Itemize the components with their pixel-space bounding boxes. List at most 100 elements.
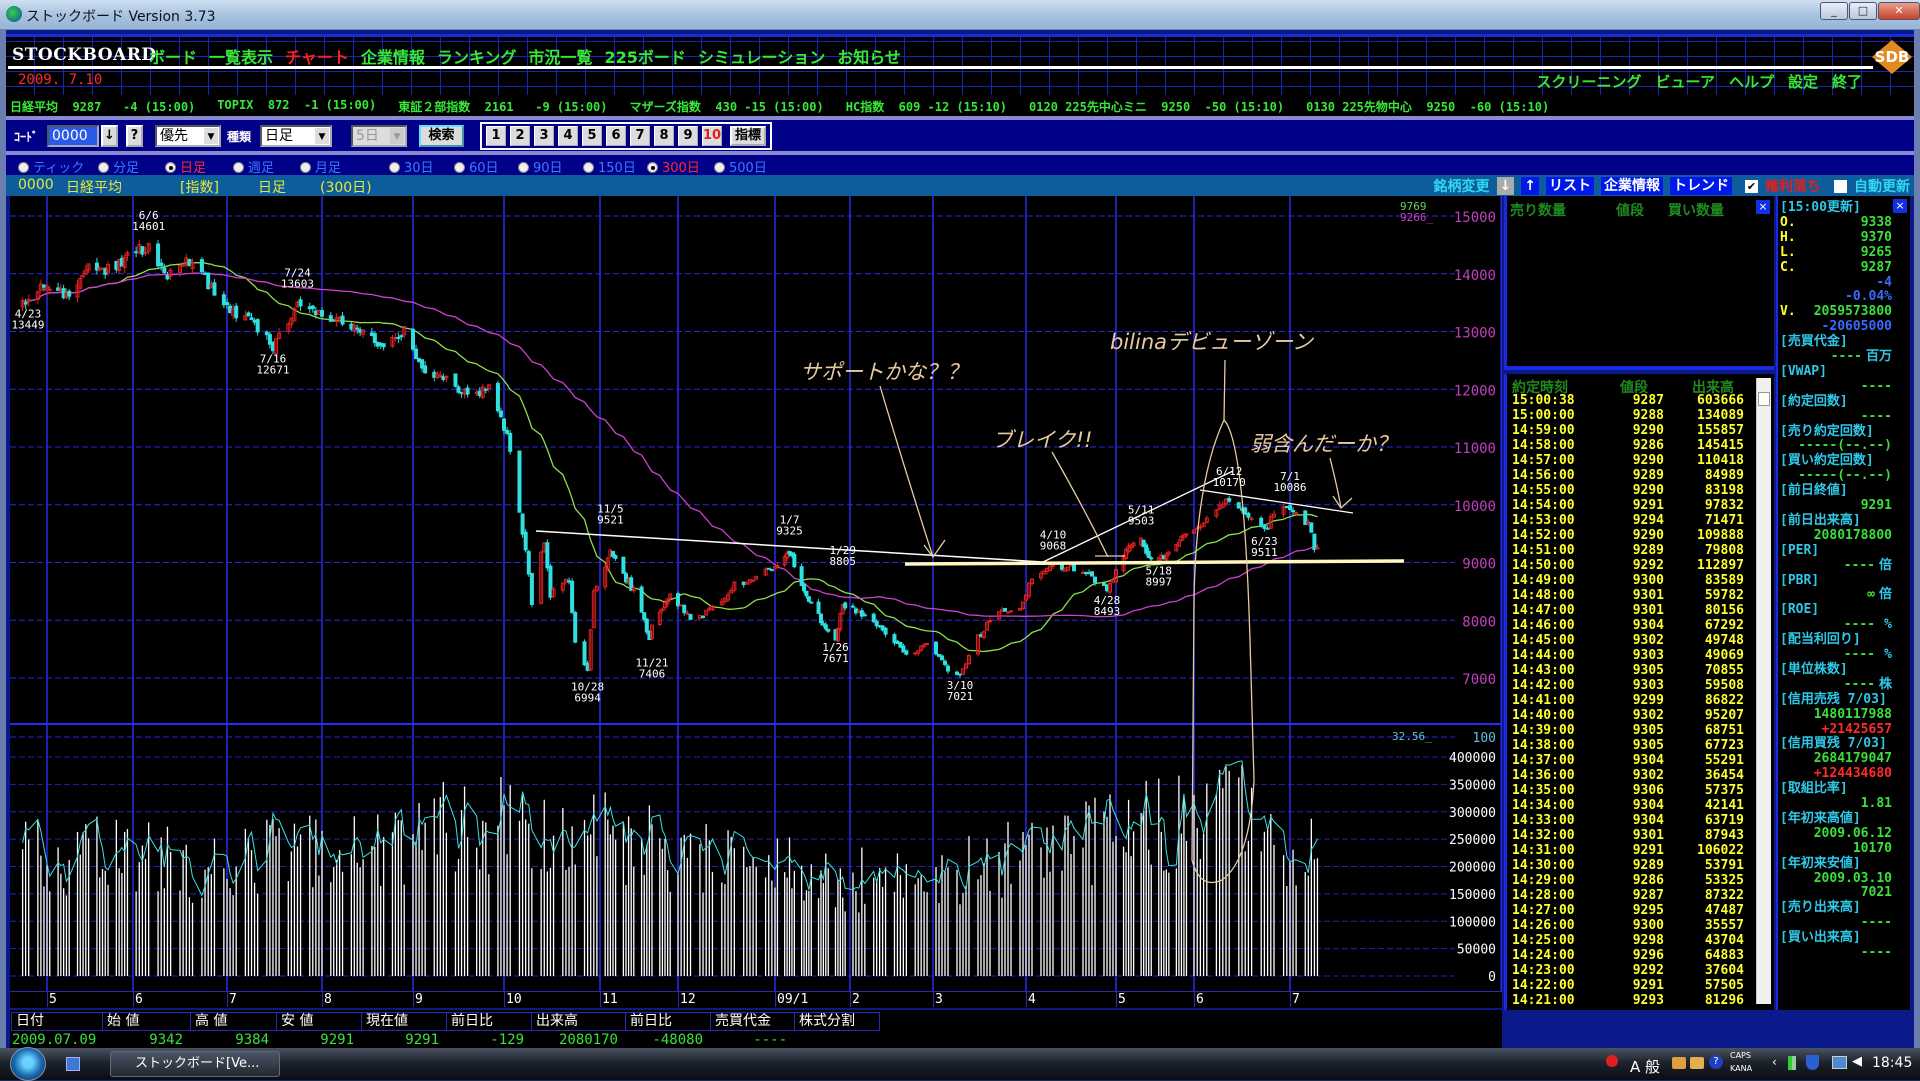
candle-body bbox=[679, 604, 684, 607]
network-icon[interactable] bbox=[1832, 1056, 1847, 1069]
taskbar-item-stockboard[interactable]: ストックボード[Ve... bbox=[110, 1051, 280, 1077]
candle-body bbox=[81, 275, 86, 278]
chart-slot-button-6[interactable]: 6 bbox=[606, 126, 626, 146]
radio-timeframe-1[interactable]: 分足 bbox=[98, 157, 139, 176]
show-desktop-icon[interactable] bbox=[66, 1057, 80, 1071]
trend-button[interactable]: トレンド bbox=[1670, 177, 1732, 195]
chart-slot-button-8[interactable]: 8 bbox=[654, 126, 674, 146]
kind-select[interactable]: 日足 ▼ bbox=[260, 125, 332, 147]
symbol-down-button[interactable]: ↓ bbox=[1496, 177, 1515, 195]
help-icon[interactable]: ? bbox=[1709, 1055, 1723, 1069]
menu-item-8[interactable]: お知らせ bbox=[837, 48, 901, 67]
list-button[interactable]: リスト bbox=[1546, 177, 1594, 195]
right-menu-item-2[interactable]: ヘルプ bbox=[1728, 73, 1774, 91]
date-tick-label: 5 bbox=[49, 992, 57, 1007]
code-input[interactable]: 0000 bbox=[47, 125, 99, 147]
radio-timeframe-2[interactable]: 日足 bbox=[165, 157, 206, 176]
ime-indicator[interactable]: A 般 bbox=[1630, 1058, 1661, 1076]
candle-body bbox=[1291, 509, 1296, 513]
moving-average-25 bbox=[22, 262, 1318, 653]
menu-item-7[interactable]: シミュレーション bbox=[697, 48, 826, 67]
ticker-item[interactable]: 0130 225先物中心 9250 -60 (15:10) bbox=[1306, 100, 1550, 114]
radio-timeframe-3[interactable]: 週足 bbox=[233, 157, 274, 176]
candle-body bbox=[310, 305, 315, 310]
ticker-item[interactable]: 東証２部指数 2161 -9 (15:00) bbox=[398, 100, 608, 114]
menu-item-0[interactable]: ボード bbox=[149, 48, 198, 67]
start-button[interactable] bbox=[10, 1047, 46, 1081]
info-value: 2009.06.12 bbox=[1813, 825, 1892, 841]
days-select[interactable]: 5日 ▼ bbox=[351, 125, 407, 147]
candle-body bbox=[1060, 564, 1064, 570]
menu-item-4[interactable]: ランキング bbox=[436, 48, 517, 67]
radio-icon bbox=[18, 162, 29, 173]
menu-item-5[interactable]: 市況一覧 bbox=[528, 48, 593, 67]
security-shield-icon[interactable] bbox=[1806, 1055, 1819, 1070]
candle-body bbox=[1265, 527, 1270, 530]
close-info-icon[interactable]: × bbox=[1893, 199, 1907, 213]
chart-slot-button-3[interactable]: 3 bbox=[534, 126, 554, 146]
maximize-button[interactable]: □ bbox=[1849, 2, 1877, 20]
right-menu-item-3[interactable]: 設定 bbox=[1787, 73, 1818, 91]
menu-item-6[interactable]: 225ボード bbox=[604, 48, 686, 67]
code-down-button[interactable]: ↓ bbox=[101, 125, 118, 147]
radio-period-3[interactable]: 150日 bbox=[583, 157, 636, 176]
ime-tools-icon[interactable] bbox=[1690, 1057, 1704, 1069]
radio-period-2[interactable]: 90日 bbox=[518, 157, 563, 176]
radio-timeframe-0[interactable]: ティック bbox=[18, 157, 84, 176]
ticker-item[interactable]: TOPIX 872 -1 (15:00) bbox=[217, 98, 377, 112]
right-menu-item-1[interactable]: ビューア bbox=[1655, 73, 1715, 91]
chart-slot-button-4[interactable]: 4 bbox=[558, 126, 578, 146]
trade-time: 14:29:00 bbox=[1512, 873, 1575, 888]
clock[interactable]: 18:45 bbox=[1872, 1055, 1913, 1071]
ticker-item[interactable]: マザーズ指数 430 -15 (15:00) bbox=[629, 100, 824, 114]
candle-body bbox=[1309, 522, 1314, 533]
candle-body bbox=[1306, 521, 1311, 524]
candle-body bbox=[1303, 510, 1308, 525]
radio-period-4[interactable]: 300日 bbox=[647, 157, 700, 176]
ex-rights-checkbox[interactable]: ✔ bbox=[1745, 179, 1758, 193]
radio-timeframe-4[interactable]: 月足 bbox=[300, 157, 341, 176]
radio-period-0[interactable]: 30日 bbox=[389, 157, 434, 176]
radio-label: 週足 bbox=[248, 161, 275, 176]
radio-period-5[interactable]: 500日 bbox=[714, 157, 767, 176]
menu-item-3[interactable]: 企業情報 bbox=[360, 48, 425, 67]
ticker-item[interactable]: HC指数 609 -12 (15:10) bbox=[845, 100, 1008, 114]
right-menu-item-4[interactable]: 終了 bbox=[1831, 73, 1862, 91]
candle-body bbox=[769, 569, 774, 572]
trade-list-scrollbar[interactable] bbox=[1756, 378, 1771, 1004]
menu-item-1[interactable]: 一覧表示 bbox=[209, 48, 274, 67]
ime-toolbox-icon[interactable] bbox=[1672, 1057, 1686, 1069]
chart-slot-button-7[interactable]: 7 bbox=[630, 126, 650, 146]
resistance-trendline bbox=[535, 530, 1044, 563]
table-header-8: 売買代金 bbox=[711, 1012, 795, 1031]
scrollbar-thumb[interactable] bbox=[1758, 392, 1770, 406]
chart-slot-button-5[interactable]: 5 bbox=[582, 126, 602, 146]
radio-period-1[interactable]: 60日 bbox=[454, 157, 499, 176]
price-chart[interactable]: 15000 14000 13000 12000 11000 10000 9000 8000 70… bbox=[10, 196, 1504, 991]
company-info-button[interactable]: 企業情報 bbox=[1601, 177, 1663, 195]
chart-slot-button-10[interactable]: 10 bbox=[702, 126, 722, 146]
close-button[interactable]: ✕ bbox=[1878, 2, 1920, 20]
chart-slot-button-9[interactable]: 9 bbox=[678, 126, 698, 146]
indicator-button[interactable]: 指標 bbox=[730, 126, 766, 146]
ticker-item[interactable]: 日経平均 9287 -4 (15:00) bbox=[10, 100, 196, 114]
trade-volume: 81296 bbox=[1704, 993, 1744, 1008]
alert-icon[interactable] bbox=[1606, 1055, 1618, 1067]
chart-slot-button-1[interactable]: 1 bbox=[486, 126, 506, 146]
search-button[interactable]: 検索 bbox=[419, 125, 464, 147]
close-orderbook-icon[interactable]: × bbox=[1756, 200, 1770, 214]
right-menu-item-0[interactable]: スクリーニング bbox=[1536, 73, 1642, 91]
symbol-up-button[interactable]: ↑ bbox=[1521, 177, 1539, 195]
volume-icon[interactable]: ◀ bbox=[1852, 1054, 1862, 1069]
candle-body bbox=[892, 634, 897, 644]
point-label-value: 12671 bbox=[256, 363, 289, 376]
menu-item-2[interactable]: チャート bbox=[285, 48, 349, 67]
minimize-button[interactable]: _ bbox=[1820, 2, 1848, 20]
ticker-item[interactable]: 0120 225先中心ミニ 9250 -50 (15:10) bbox=[1029, 100, 1285, 114]
auto-update-checkbox[interactable] bbox=[1834, 179, 1847, 193]
tray-expand-icon[interactable]: ‹ bbox=[1772, 1055, 1777, 1069]
priority-select[interactable]: 優先 ▼ bbox=[155, 125, 221, 147]
info-label: [単位株数] bbox=[1780, 661, 1848, 677]
chart-slot-button-2[interactable]: 2 bbox=[510, 126, 530, 146]
help-button[interactable]: ? bbox=[126, 125, 143, 147]
